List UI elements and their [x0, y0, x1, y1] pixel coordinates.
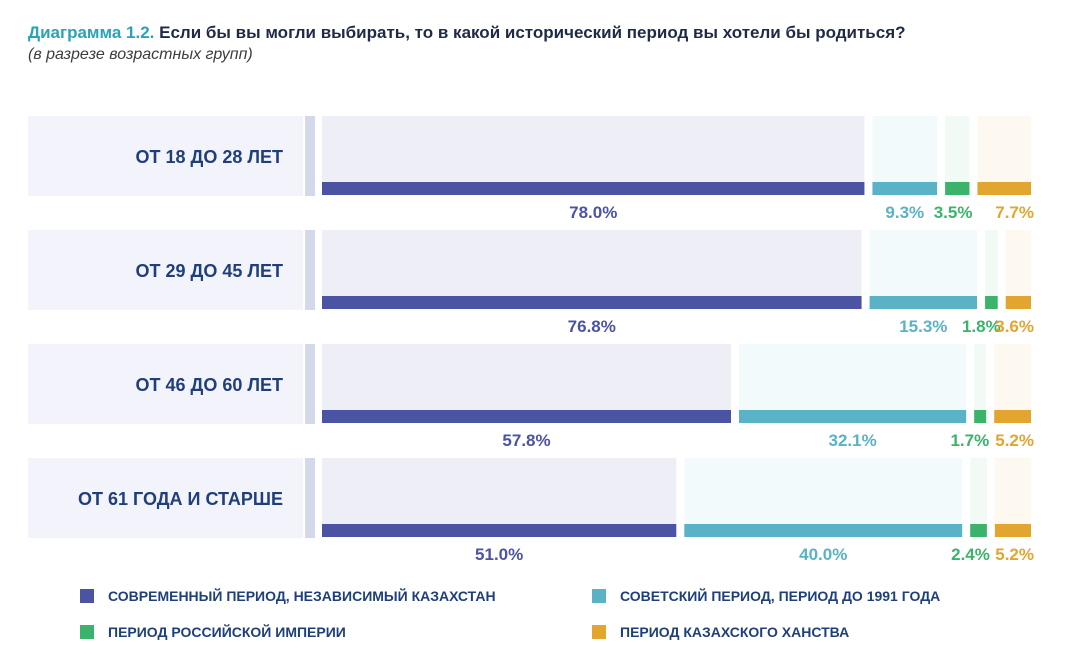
- category-label: ОТ 18 ДО 28 ЛЕТ: [136, 147, 284, 167]
- value-label-modern: 57.8%: [502, 431, 550, 450]
- value-label-soviet: 9.3%: [885, 203, 924, 222]
- segment-bg-soviet: [739, 344, 967, 410]
- legend-label-russian: ПЕРИОД РОССИЙСКОЙ ИМПЕРИИ: [108, 624, 346, 640]
- legend-swatch-soviet: [592, 589, 606, 603]
- category-panel: [28, 458, 303, 538]
- chart-title-prefix: Диаграмма 1.2.: [28, 23, 155, 42]
- bar-soviet: [739, 410, 967, 423]
- legend-label-khanate: ПЕРИОД КАЗАХСКОГО ХАНСТВА: [620, 624, 850, 640]
- bar-modern: [322, 182, 865, 195]
- value-label-khanate: 3.6%: [995, 317, 1034, 336]
- segment-bg-russian: [985, 230, 998, 296]
- bar-russian: [985, 296, 998, 309]
- segment-bg-khanate: [994, 458, 1031, 524]
- row-divider: [305, 344, 315, 424]
- segment-bg-khanate: [994, 344, 1031, 410]
- value-label-russian: 3.5%: [934, 203, 973, 222]
- legend-item-khanate: ПЕРИОД КАЗАХСКОГО ХАНСТВА: [592, 624, 849, 640]
- bar-modern: [322, 524, 677, 537]
- bar-russian: [974, 410, 987, 423]
- chart-subtitle: (в разрезе возрастных групп): [28, 46, 253, 63]
- value-label-russian: 1.7%: [950, 431, 989, 450]
- value-label-khanate: 5.2%: [995, 431, 1034, 450]
- segment-bg-russian: [970, 458, 987, 524]
- value-label-soviet: 15.3%: [899, 317, 947, 336]
- bar-khanate: [994, 524, 1031, 537]
- category-label: ОТ 46 ДО 60 ЛЕТ: [136, 375, 284, 395]
- legend-label-soviet: СОВЕТСКИЙ ПЕРИОД, ПЕРИОД ДО 1991 ГОДА: [620, 588, 941, 604]
- category-panel: [28, 344, 303, 424]
- value-label-khanate: 5.2%: [995, 545, 1034, 564]
- segment-bg-soviet: [684, 458, 963, 524]
- segment-bg-soviet: [869, 230, 978, 296]
- bar-khanate: [1005, 296, 1031, 309]
- legend-item-soviet: СОВЕТСКИЙ ПЕРИОД, ПЕРИОД ДО 1991 ГОДА: [592, 588, 940, 604]
- category-label: ОТ 29 ДО 45 ЛЕТ: [136, 261, 284, 281]
- legend-swatch-khanate: [592, 625, 606, 639]
- segment-bg-khanate: [977, 116, 1031, 182]
- value-label-modern: 78.0%: [569, 203, 617, 222]
- value-label-soviet: 32.1%: [828, 431, 876, 450]
- bar-khanate: [977, 182, 1031, 195]
- value-label-russian: 1.8%: [962, 317, 1001, 336]
- segment-bg-khanate: [1005, 230, 1031, 296]
- segment-bg-russian: [945, 116, 970, 182]
- category-label: ОТ 61 ГОДА И СТАРШЕ: [78, 489, 283, 509]
- row-divider: [305, 116, 315, 196]
- segment-bg-russian: [974, 344, 987, 410]
- segment-bg-modern: [322, 458, 677, 524]
- bar-modern: [322, 296, 862, 309]
- segment-bg-modern: [322, 116, 865, 182]
- value-label-khanate: 7.7%: [995, 203, 1034, 222]
- bar-soviet: [869, 296, 978, 309]
- bar-russian: [970, 524, 987, 537]
- bar-soviet: [872, 182, 938, 195]
- bar-modern: [322, 410, 732, 423]
- chart-title-text: Если бы вы могли выбирать, то в какой ис…: [154, 23, 906, 42]
- category-panel: [28, 116, 303, 196]
- segment-bg-modern: [322, 230, 862, 296]
- value-label-modern: 51.0%: [475, 545, 523, 564]
- legend-swatch-modern: [80, 589, 94, 603]
- row-divider: [305, 458, 315, 538]
- segment-bg-soviet: [872, 116, 938, 182]
- value-label-russian: 2.4%: [951, 545, 990, 564]
- chart-title: Диаграмма 1.2. Если бы вы могли выбирать…: [28, 22, 1038, 44]
- chart-legend: СОВРЕМЕННЫЙ ПЕРИОД, НЕЗАВИСИМЫЙ КАЗАХСТА…: [80, 588, 1040, 648]
- bar-khanate: [994, 410, 1031, 423]
- segment-bg-modern: [322, 344, 732, 410]
- chart-header: Диаграмма 1.2. Если бы вы могли выбирать…: [28, 22, 1038, 66]
- legend-label-modern: СОВРЕМЕННЫЙ ПЕРИОД, НЕЗАВИСИМЫЙ КАЗАХСТА…: [108, 588, 496, 604]
- category-panel: [28, 230, 303, 310]
- value-label-soviet: 40.0%: [799, 545, 847, 564]
- legend-item-russian: ПЕРИОД РОССИЙСКОЙ ИМПЕРИИ: [80, 624, 346, 640]
- value-label-modern: 76.8%: [568, 317, 616, 336]
- legend-item-modern: СОВРЕМЕННЫЙ ПЕРИОД, НЕЗАВИСИМЫЙ КАЗАХСТА…: [80, 588, 496, 604]
- bar-russian: [945, 182, 970, 195]
- legend-swatch-russian: [80, 625, 94, 639]
- bar-soviet: [684, 524, 963, 537]
- row-divider: [305, 230, 315, 310]
